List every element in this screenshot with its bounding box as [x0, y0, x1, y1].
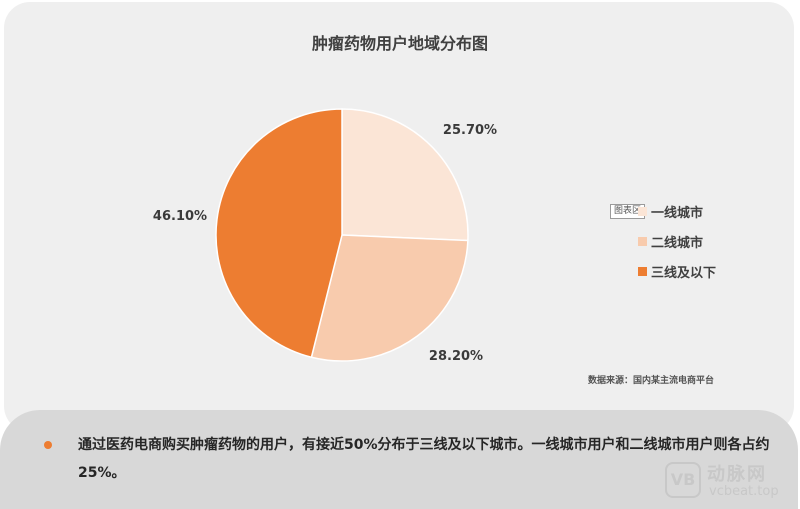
pie-slice-tier1: [341, 108, 469, 242]
legend-label-tier3: 三线及以下: [651, 265, 717, 281]
chart-title: 肿瘤药物用户地域分布图: [311, 34, 488, 53]
pie-slice-tier3: [215, 108, 343, 359]
legend-swatch-tier1: [638, 206, 647, 216]
chart-area-tag: 图表区: [610, 204, 646, 219]
bullet-dot-icon: [44, 441, 52, 449]
summary-text: 通过医药电商购买肿瘤药物的用户，有接近50%分布于三线及以下城市。一线城市用户和…: [78, 437, 770, 481]
pie-label-tier3: 46.10%: [153, 209, 207, 224]
watermark: VB 动脉网 vcbeat.top: [665, 462, 795, 502]
watermark-logo-icon: VB: [665, 462, 701, 498]
legend-label-tier2: 二线城市: [651, 235, 704, 251]
watermark-name: 动脉网: [707, 464, 767, 485]
legend-swatch-tier3: [638, 266, 647, 276]
legend: 一线城市 二线城市 三线及以下: [638, 196, 716, 286]
watermark-url: vcbeat.top: [709, 484, 779, 499]
legend-item-tier1: 一线城市: [638, 196, 716, 226]
legend-item-tier2: 二线城市: [638, 226, 716, 256]
data-source-note: 数据来源：国内某主流电商平台: [588, 376, 715, 386]
legend-item-tier3: 三线及以下: [638, 256, 716, 286]
pie-label-tier2: 28.20%: [429, 349, 483, 364]
legend-swatch-tier2: [638, 236, 647, 246]
pie-slice-tier2: [310, 234, 469, 362]
legend-label-tier1: 一线城市: [651, 205, 704, 221]
pie-label-tier1: 25.70%: [443, 123, 497, 138]
